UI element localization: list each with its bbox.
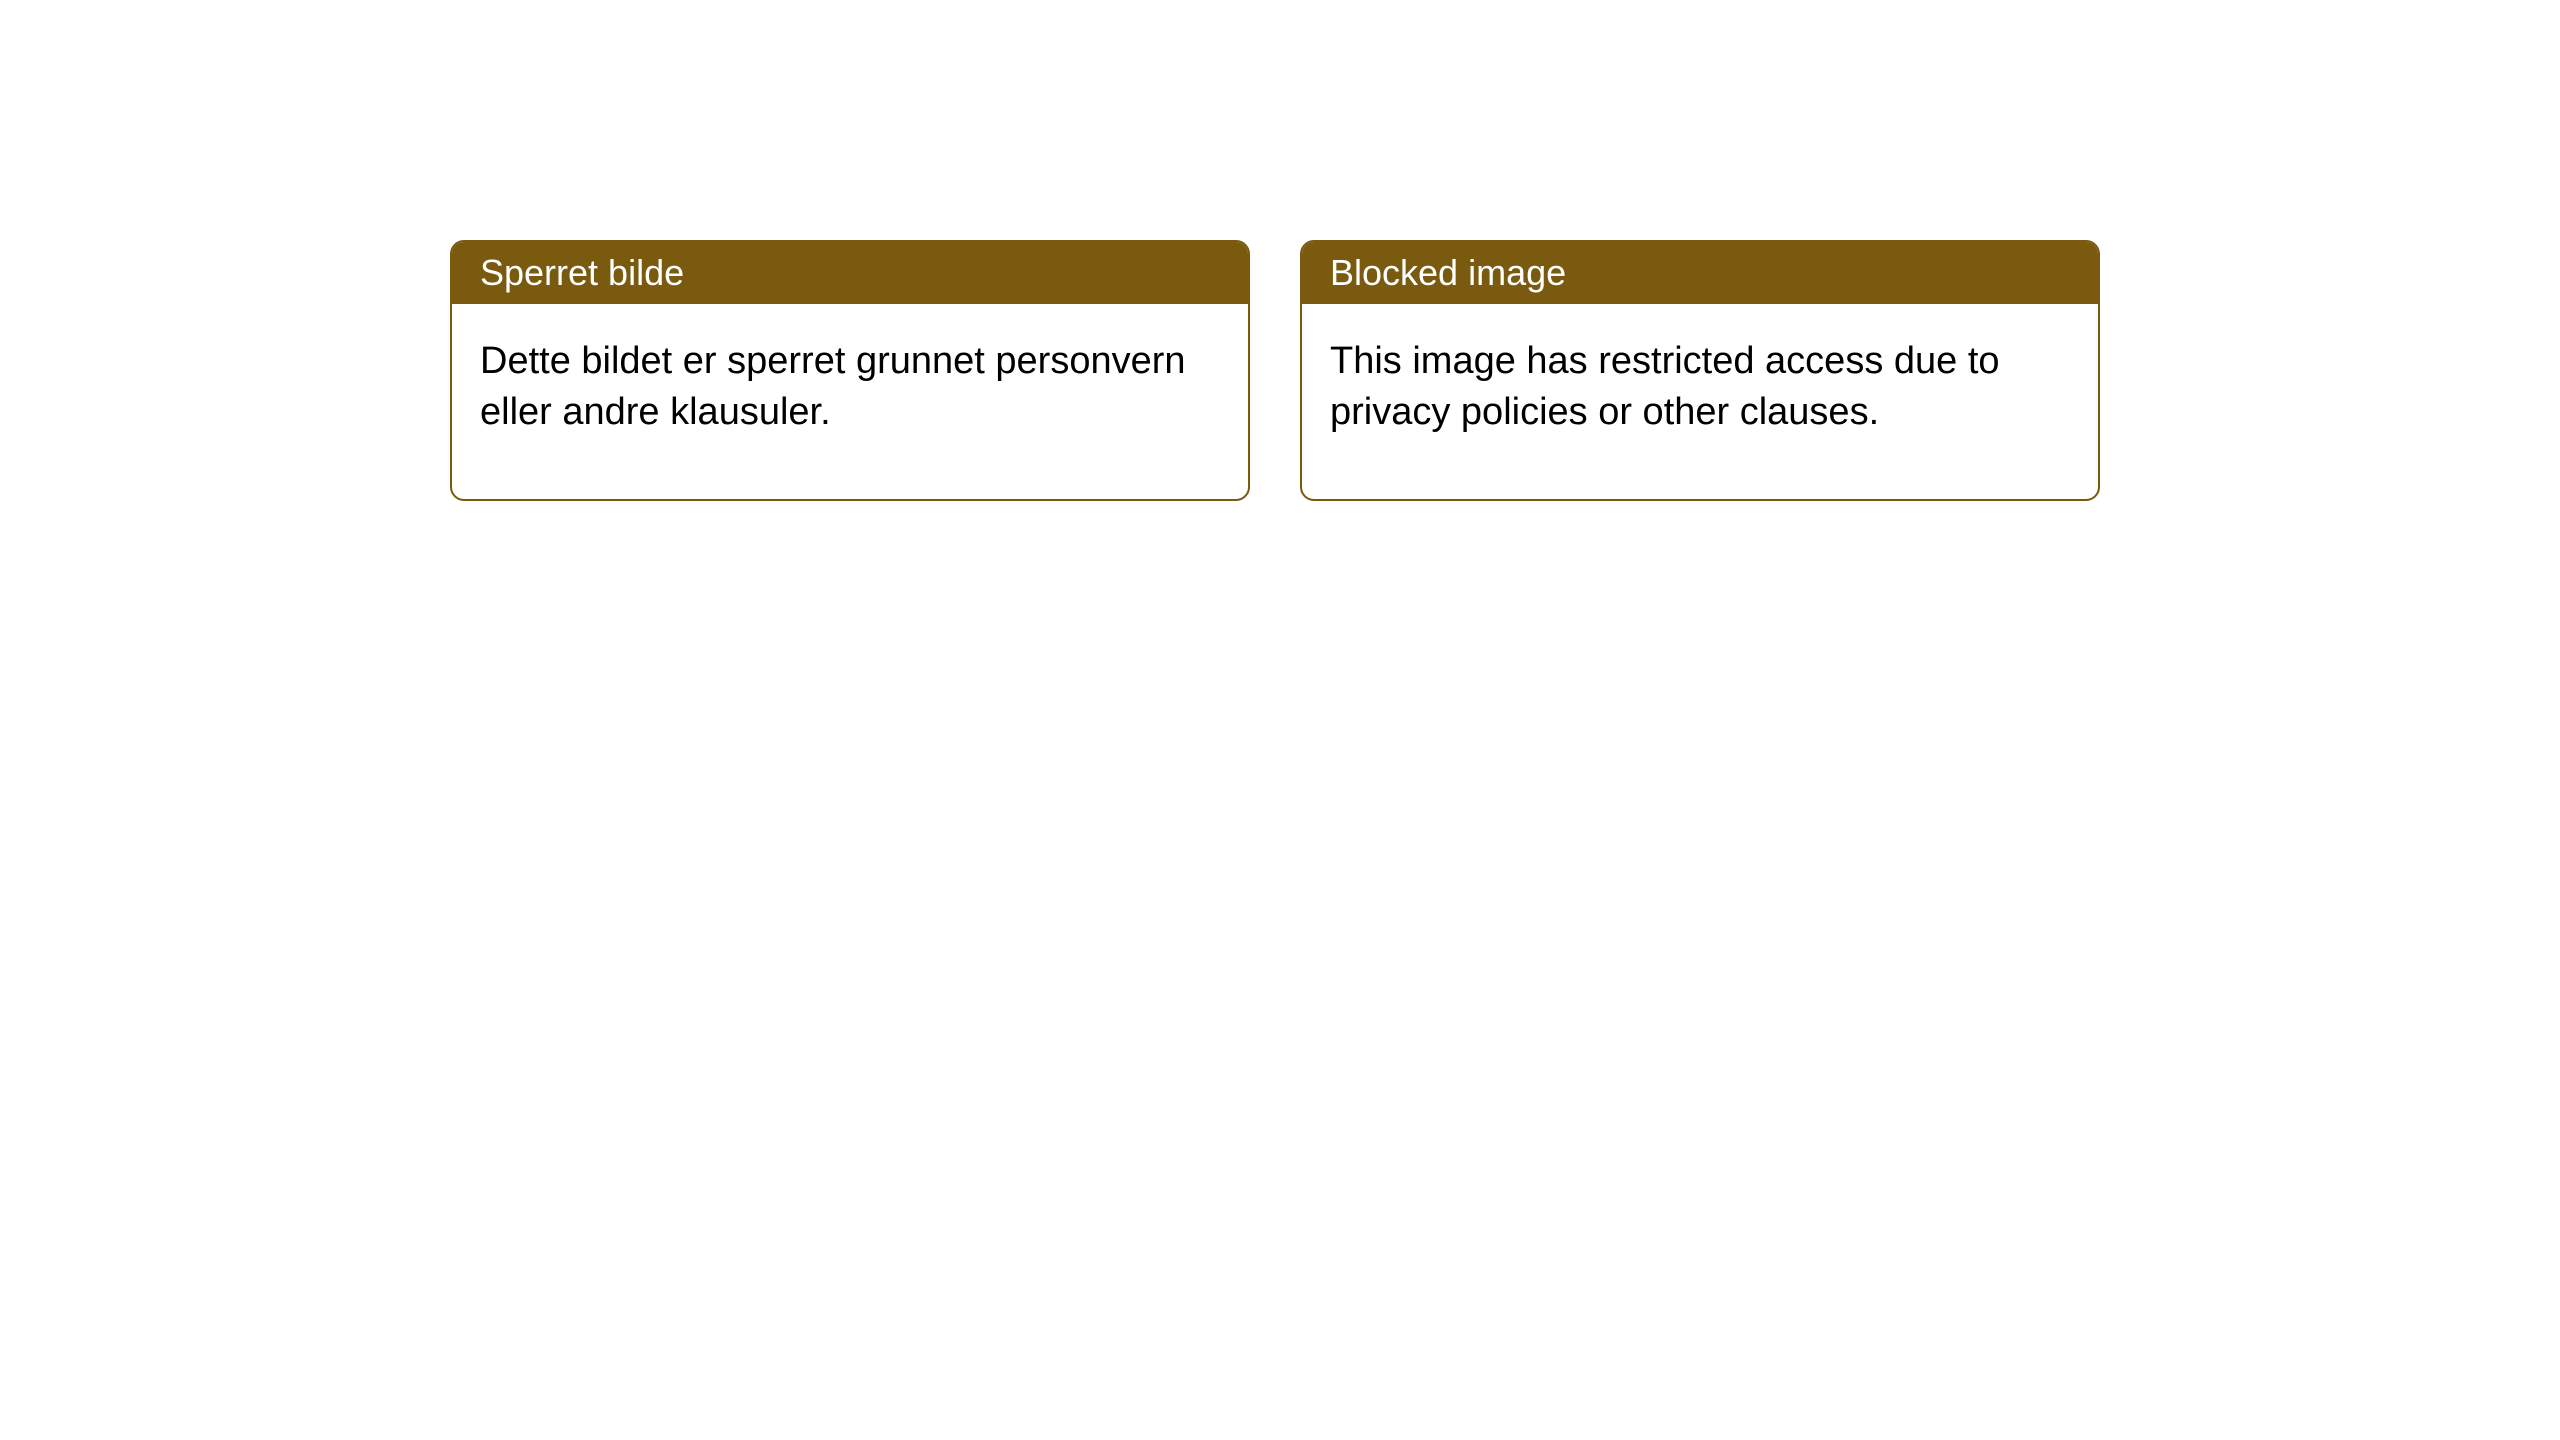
notice-container: Sperret bilde Dette bildet er sperret gr… <box>450 240 2100 501</box>
notice-header: Blocked image <box>1302 242 2098 304</box>
notice-box-english: Blocked image This image has restricted … <box>1300 240 2100 501</box>
notice-body: Dette bildet er sperret grunnet personve… <box>452 304 1248 499</box>
notice-title: Sperret bilde <box>480 252 684 293</box>
notice-header: Sperret bilde <box>452 242 1248 304</box>
notice-body: This image has restricted access due to … <box>1302 304 2098 499</box>
notice-title: Blocked image <box>1330 252 1566 293</box>
notice-box-norwegian: Sperret bilde Dette bildet er sperret gr… <box>450 240 1250 501</box>
notice-body-text: Dette bildet er sperret grunnet personve… <box>480 340 1186 433</box>
notice-body-text: This image has restricted access due to … <box>1330 340 2000 433</box>
